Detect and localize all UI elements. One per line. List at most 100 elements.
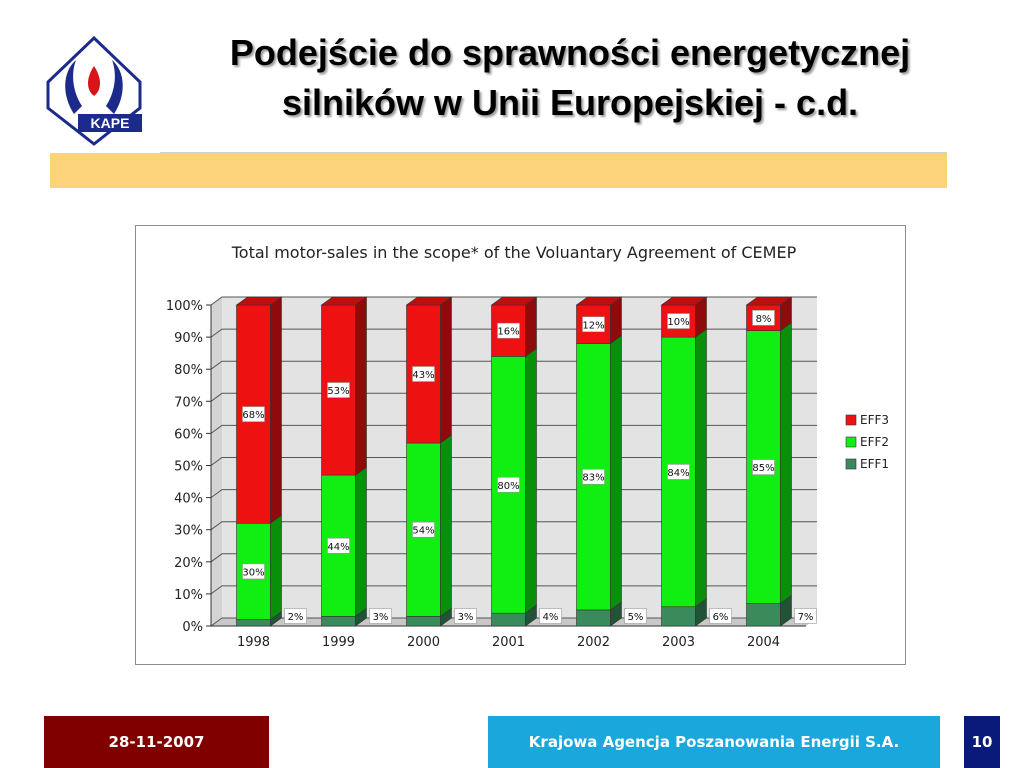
bar-top-2000 bbox=[405, 296, 453, 306]
x-tick-label-2003: 2003 bbox=[662, 635, 695, 650]
data-label-box-eff1-2000 bbox=[454, 608, 477, 624]
bar-top-2004 bbox=[745, 296, 793, 306]
y-tick-label: 90% bbox=[174, 331, 203, 346]
legend-label-eff1: EFF1 bbox=[860, 457, 889, 471]
chart-title: Total motor-sales in the scope* of the V… bbox=[231, 243, 797, 262]
data-label-eff1-2004: 7% bbox=[798, 612, 814, 623]
bar-side-eff2-2002 bbox=[610, 334, 622, 611]
bar-side-eff2-1998 bbox=[270, 514, 282, 621]
bar-side-eff3-1999 bbox=[355, 296, 367, 476]
y-tick-label: 80% bbox=[174, 363, 203, 378]
x-tick-label-2000: 2000 bbox=[407, 635, 440, 650]
bar-eff1-2003 bbox=[661, 606, 696, 627]
data-label-box-eff2-2002 bbox=[582, 468, 605, 485]
legend-swatch-eff1 bbox=[845, 458, 857, 470]
data-label-eff3-2000: 43% bbox=[412, 370, 434, 381]
y-tick-label: 70% bbox=[174, 395, 203, 410]
title-line-2: silników w Unii Europejskiej - c.d. bbox=[281, 82, 859, 123]
kape-logo: KAPE bbox=[46, 36, 142, 146]
bar-top-2002 bbox=[575, 296, 623, 306]
data-label-box-eff2-1998 bbox=[242, 563, 265, 580]
data-label-box-eff3-1998 bbox=[242, 406, 265, 422]
bar-side-eff3-2001 bbox=[525, 296, 537, 357]
y-tick-label: 50% bbox=[174, 460, 203, 475]
bar-side-eff3-2000 bbox=[440, 296, 452, 444]
title-rule bbox=[160, 152, 947, 153]
y-tick-label: 30% bbox=[174, 524, 203, 539]
logo-text: KAPE bbox=[91, 115, 130, 131]
x-tick-label-1998: 1998 bbox=[237, 635, 270, 650]
bar-eff1-2004 bbox=[746, 603, 781, 627]
legend-swatch-eff3 bbox=[845, 414, 857, 426]
data-label-box-eff1-2004 bbox=[794, 608, 817, 624]
bar-side-eff3-1998 bbox=[270, 296, 282, 524]
page-number: 10 bbox=[964, 716, 1000, 768]
data-label-box-eff1-2002 bbox=[624, 608, 647, 624]
bar-eff1-2000 bbox=[406, 616, 441, 627]
data-label-eff3-2003: 10% bbox=[667, 317, 689, 328]
data-label-box-eff3-2002 bbox=[582, 316, 605, 333]
data-label-box-eff1-2003 bbox=[709, 608, 732, 624]
bar-eff1-2002 bbox=[576, 609, 611, 627]
y-tick-label: 100% bbox=[166, 299, 203, 314]
bar-side-eff2-1999 bbox=[355, 466, 367, 617]
bar-eff1-1999 bbox=[321, 616, 356, 627]
x-tick-label-1999: 1999 bbox=[322, 635, 355, 650]
data-label-eff1-2000: 3% bbox=[458, 612, 474, 623]
data-label-eff2-2000: 54% bbox=[412, 526, 434, 537]
y-tick-label: 0% bbox=[182, 620, 203, 635]
data-label-box-eff2-2001 bbox=[497, 476, 520, 493]
data-label-box-eff2-2003 bbox=[667, 464, 690, 480]
page-title: Podejście do sprawności energetycznej si… bbox=[130, 28, 1010, 128]
data-label-eff3-2001: 16% bbox=[497, 327, 519, 338]
data-label-box-eff3-1999 bbox=[327, 382, 350, 398]
data-label-eff3-2002: 12% bbox=[582, 320, 604, 331]
data-label-eff1-1998: 2% bbox=[288, 612, 304, 623]
footer-date: 28-11-2007 bbox=[44, 716, 269, 768]
bar-top-1998 bbox=[235, 296, 283, 306]
footer-organization: Krajowa Agencja Poszanowania Energii S.A… bbox=[488, 716, 940, 768]
data-label-eff1-1999: 3% bbox=[373, 612, 389, 623]
bar-side-eff2-2000 bbox=[440, 434, 452, 617]
data-label-eff2-1998: 30% bbox=[242, 567, 264, 578]
data-label-box-eff1-2001 bbox=[539, 608, 562, 624]
title-line-1: Podejście do sprawności energetycznej bbox=[229, 32, 911, 73]
data-label-box-eff3-2003 bbox=[667, 313, 690, 329]
legend-label-eff2: EFF2 bbox=[860, 435, 889, 449]
data-label-eff3-1998: 68% bbox=[242, 410, 264, 421]
bar-side-eff2-2003 bbox=[695, 328, 707, 608]
data-label-eff1-2001: 4% bbox=[543, 612, 559, 623]
data-label-box-eff2-2004 bbox=[752, 459, 775, 475]
bar-eff1-1998 bbox=[236, 619, 271, 627]
data-label-box-eff3-2000 bbox=[412, 366, 435, 382]
data-label-box-eff3-2004 bbox=[752, 310, 775, 326]
bar-top-2001 bbox=[490, 296, 538, 306]
bar-eff1-2001 bbox=[491, 612, 526, 627]
data-label-box-eff2-1999 bbox=[327, 537, 350, 554]
bar-side-eff2-2004 bbox=[780, 322, 792, 605]
chart-frame: Total motor-sales in the scope* of the V… bbox=[135, 225, 906, 665]
bar-top-1999 bbox=[320, 296, 368, 306]
x-tick-label-2002: 2002 bbox=[577, 635, 610, 650]
data-label-box-eff1-1998 bbox=[284, 608, 307, 624]
data-label-eff2-2004: 85% bbox=[752, 463, 774, 474]
legend-label-eff3: EFF3 bbox=[860, 413, 889, 427]
y-tick-label: 10% bbox=[174, 588, 203, 603]
legend-swatch-eff2 bbox=[845, 436, 857, 448]
data-label-eff3-2004: 8% bbox=[756, 314, 772, 325]
data-label-eff3-1999: 53% bbox=[327, 386, 349, 397]
data-label-eff2-2001: 80% bbox=[497, 481, 519, 492]
data-label-eff1-2002: 5% bbox=[628, 612, 644, 623]
data-label-box-eff3-2001 bbox=[497, 322, 520, 339]
y-tick-label: 60% bbox=[174, 427, 203, 442]
data-label-eff2-2003: 84% bbox=[667, 468, 689, 479]
x-tick-label-2001: 2001 bbox=[492, 635, 525, 650]
title-band bbox=[50, 153, 947, 188]
data-label-box-eff1-1999 bbox=[369, 608, 392, 624]
data-label-eff2-2002: 83% bbox=[582, 473, 604, 484]
y-tick-label: 20% bbox=[174, 556, 203, 571]
x-tick-label-2004: 2004 bbox=[747, 635, 780, 650]
stacked-bar-chart: Total motor-sales in the scope* of the V… bbox=[166, 243, 889, 650]
data-label-eff2-1999: 44% bbox=[327, 542, 349, 553]
y-tick-label: 40% bbox=[174, 492, 203, 507]
